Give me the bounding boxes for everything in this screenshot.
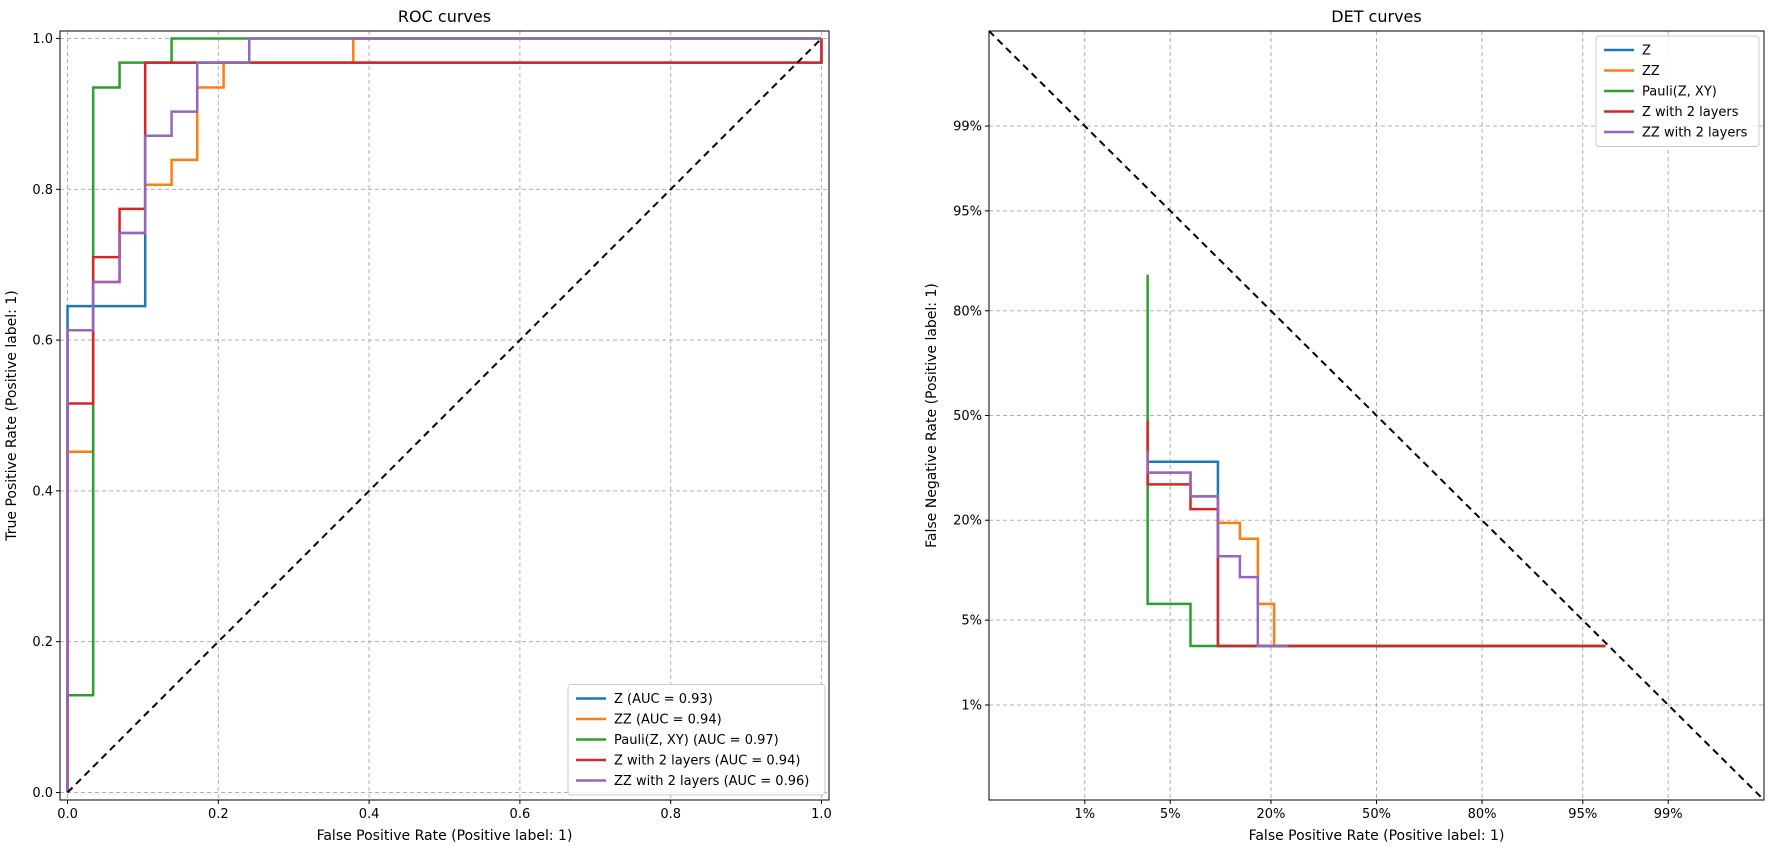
y-axis-label: False Negative Rate (Positive label: 1) [924,283,940,548]
legend-box [567,684,826,796]
x-tick-label: 0.6 [510,807,531,822]
x-tick-label: 5% [1160,807,1181,822]
legend-entry: Z [1642,44,1651,59]
y-tick-label: 0.6 [32,334,53,349]
legend-entry: Pauli(Z, XY) (AUC = 0.97) [614,733,779,748]
chance-line [989,31,1764,800]
legend-entry: Z (AUC = 0.93) [614,692,713,707]
x-tick-label: 0.2 [208,807,229,822]
axes-frame [59,30,830,801]
y-tick-label: 1% [961,698,982,713]
x-tick-label: 20% [1257,807,1286,822]
y-tick-label: 1.0 [32,32,53,47]
legend-entry: ZZ [1642,64,1660,79]
series-line-zz2 [66,37,822,793]
y-tick-label: 0.8 [32,183,53,198]
legend-entry: Z with 2 layers (AUC = 0.94) [614,754,800,769]
y-tick-label: 5% [961,614,982,629]
x-axis-label: False Positive Rate (Positive label: 1) [1249,828,1505,844]
y-tick-label: 80% [953,304,982,319]
legend-box [1595,35,1760,147]
legend-entry: ZZ with 2 layers [1642,126,1748,141]
plot-content [66,37,823,794]
x-tick-label: 95% [1568,807,1597,822]
y-tick-label: 99% [953,120,982,135]
legend: Z (AUC = 0.93) ZZ (AUC = 0.94) Pauli(Z, XY… [567,684,826,796]
y-tick-label: 0.2 [32,635,53,650]
chart-title: ROC curves [398,7,491,26]
roc-chart: 0.0 0.2 0.4 0.6 0.8 1.0 0.0 0.2 0.4 0.6 0.8 1.0 ROC … [4,7,832,844]
x-tick-label: 1.0 [811,807,832,822]
legend-entry: Z with 2 layers [1642,105,1739,120]
x-tick-label: 99% [1654,807,1683,822]
y-tick-label: 50% [953,409,982,424]
y-tick-label: 0.0 [32,786,53,801]
x-tick-label: 0.8 [660,807,681,822]
x-tick-label: 1% [1074,807,1095,822]
x-tick-label: 0.4 [359,807,380,822]
det-chart: 1% 5% 20% 50% 80% 95% 99% 1% 5% 20% 50% 80% 95% 99% DE… [924,7,1765,844]
y-axis-label: True Positive Rate (Positive label: 1) [4,290,20,541]
chance-line [66,37,823,794]
x-tick-label: 50% [1362,807,1391,822]
x-tick-label: 0.0 [57,807,78,822]
legend-entry: Pauli(Z, XY) [1642,85,1717,100]
series-line-zz2 [1146,451,1289,648]
series-line-pauli [66,37,822,793]
legend-entry: ZZ (AUC = 0.94) [614,713,722,728]
series-line-z2 [1146,420,1606,648]
y-tick-label: 95% [953,204,982,219]
y-tick-label: 0.4 [32,484,53,499]
y-tick-label: 20% [953,514,982,529]
chart-title: DET curves [1331,7,1421,26]
x-axis-label: False Positive Rate (Positive label: 1) [317,828,573,844]
plot-content [989,31,1764,800]
x-tick-label: 80% [1468,807,1497,822]
legend-entry: ZZ with 2 layers (AUC = 0.96) [614,774,809,789]
